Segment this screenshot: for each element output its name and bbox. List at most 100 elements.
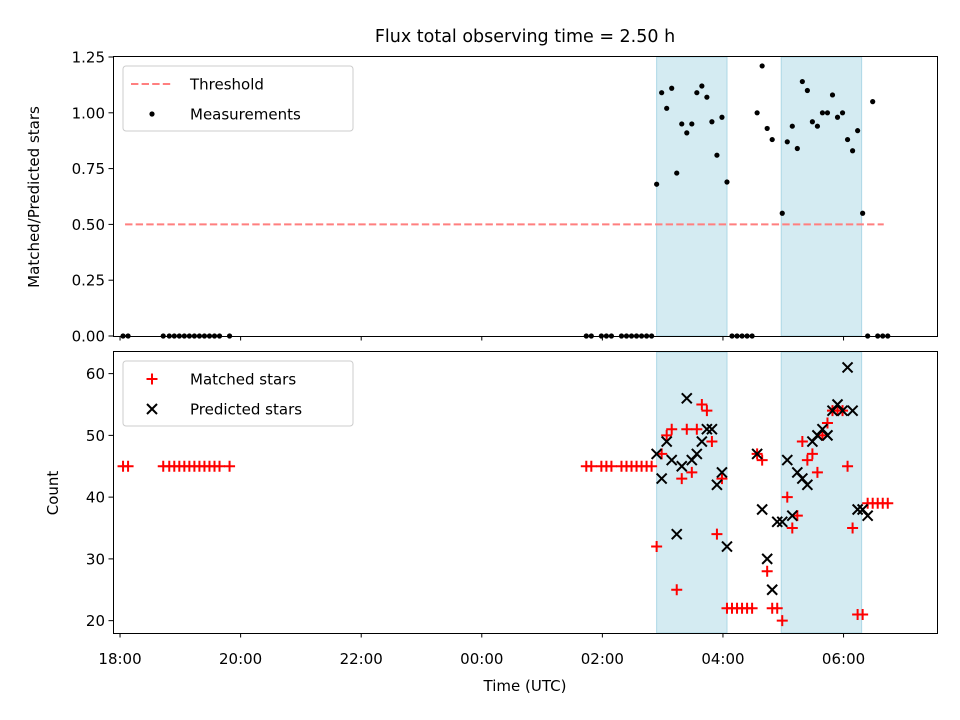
matched-star-point xyxy=(696,398,708,410)
predicted-star-point xyxy=(650,448,663,460)
predicted-star-point xyxy=(711,479,723,491)
measurement-point xyxy=(709,119,715,125)
matched-star-point xyxy=(806,448,818,460)
predicted-star-point xyxy=(691,448,703,460)
matched-star-point xyxy=(821,417,833,429)
ratio-highlight-span xyxy=(656,56,728,337)
matched-star-point xyxy=(122,460,134,472)
predicted-star-point xyxy=(660,435,673,448)
legend-measurements-swatch xyxy=(149,111,155,117)
measurement-point xyxy=(794,145,800,152)
measurement-point xyxy=(814,123,821,129)
matched-star-point xyxy=(214,460,226,472)
matched-star-point xyxy=(847,522,859,534)
measurement-point xyxy=(824,110,831,116)
measurement-point xyxy=(784,139,790,145)
ratio-highlight-span xyxy=(780,56,863,337)
ratio-y-axis-label: Matched/Predicted stars xyxy=(25,106,43,288)
matched-star-point xyxy=(676,473,688,485)
matched-star-point xyxy=(796,436,808,448)
measurement-point xyxy=(679,121,685,127)
matched-star-point xyxy=(781,491,793,503)
count-y-tick-label: 40 xyxy=(86,489,105,507)
count-y-tick-label: 20 xyxy=(86,612,105,630)
count-y-tick-label: 50 xyxy=(86,427,105,445)
ratio-y-tick-label: 0.50 xyxy=(72,216,105,234)
ratio-y-tick-label: 1.25 xyxy=(72,49,105,67)
count-legend-label: Matched stars xyxy=(190,371,296,389)
x-tick-label: 04:00 xyxy=(701,650,744,668)
ratio-legend-box xyxy=(122,65,354,132)
matched-star-point xyxy=(771,602,783,614)
measurement-point xyxy=(694,90,700,96)
measurement-point xyxy=(704,94,710,100)
matched-star-point xyxy=(681,423,693,435)
measurement-point xyxy=(659,90,665,96)
count-y-tick-label: 30 xyxy=(86,550,105,568)
matched-star-point xyxy=(776,615,788,627)
measurement-point xyxy=(724,179,730,185)
predicted-star-point xyxy=(676,460,688,472)
matched-star-point xyxy=(746,602,758,614)
measurement-point xyxy=(769,136,775,143)
measurement-point xyxy=(674,170,680,176)
predicted-star-point xyxy=(861,509,874,522)
predicted-star-point xyxy=(671,528,683,540)
measurement-point xyxy=(799,78,805,85)
legend-matched-swatch xyxy=(146,373,158,385)
matched-star-point xyxy=(801,454,813,466)
matched-star-point xyxy=(761,565,773,577)
measurement-point xyxy=(714,152,720,158)
matched-star-point xyxy=(842,460,854,472)
predicted-star-point xyxy=(751,448,763,460)
x-axis-label: Time (UTC) xyxy=(483,677,567,695)
predicted-star-point xyxy=(696,435,708,448)
ratio-panel-frame xyxy=(113,56,938,337)
matched-star-point xyxy=(661,429,673,441)
matched-star-point xyxy=(786,522,798,534)
ratio-y-tick-label: 0.25 xyxy=(72,272,105,290)
count-panel: 20 30 40 50 60 18:00 20:00 22:00 00:00 02:00 04:0… xyxy=(44,351,938,695)
predicted-star-point xyxy=(786,509,799,522)
count-legend-label: Predicted stars xyxy=(190,401,302,419)
matched-star-point xyxy=(224,460,236,472)
ratio-legend-label: Threshold xyxy=(189,76,264,94)
x-tick-label: 06:00 xyxy=(822,650,865,668)
predicted-star-point xyxy=(821,429,834,442)
matched-star-point xyxy=(605,460,617,472)
matched-star-point xyxy=(857,608,869,620)
legend-predicted-swatch xyxy=(146,403,158,415)
measurement-point xyxy=(759,63,765,69)
measurement-point xyxy=(860,210,866,216)
matched-star-point xyxy=(811,466,823,478)
predicted-star-point xyxy=(706,423,718,435)
predicted-star-point xyxy=(771,516,783,528)
measurement-point xyxy=(804,87,810,94)
predicted-star-point xyxy=(781,454,793,466)
measurement-point xyxy=(699,83,705,89)
count-legend-box xyxy=(122,360,354,427)
measurement-point xyxy=(789,123,795,129)
predicted-star-point xyxy=(666,454,678,466)
predicted-star-point xyxy=(721,540,733,553)
x-tick-label: 02:00 xyxy=(581,650,624,668)
measurement-point xyxy=(855,128,861,134)
measurement-point xyxy=(689,121,695,127)
ratio-panel: 0.00 0.25 0.50 0.75 1.00 1.25 Matched/Predict… xyxy=(25,49,938,346)
count-highlight-span xyxy=(780,351,863,634)
predicted-star-point xyxy=(801,479,814,491)
x-tick-label: 22:00 xyxy=(340,650,383,668)
ratio-y-tick-label: 0.75 xyxy=(72,160,105,178)
matched-star-point xyxy=(671,584,683,596)
x-tick-label: 20:00 xyxy=(219,650,262,668)
measurement-point xyxy=(849,148,856,154)
predicted-star-point xyxy=(766,584,778,596)
matched-star-point xyxy=(691,423,703,435)
measurement-point xyxy=(870,99,876,105)
predicted-star-point xyxy=(701,423,713,435)
matched-star-point xyxy=(701,405,713,417)
measurement-point xyxy=(764,125,770,132)
count-panel-frame xyxy=(113,351,938,634)
measurement-point xyxy=(834,114,841,120)
matched-star-point xyxy=(646,460,658,472)
